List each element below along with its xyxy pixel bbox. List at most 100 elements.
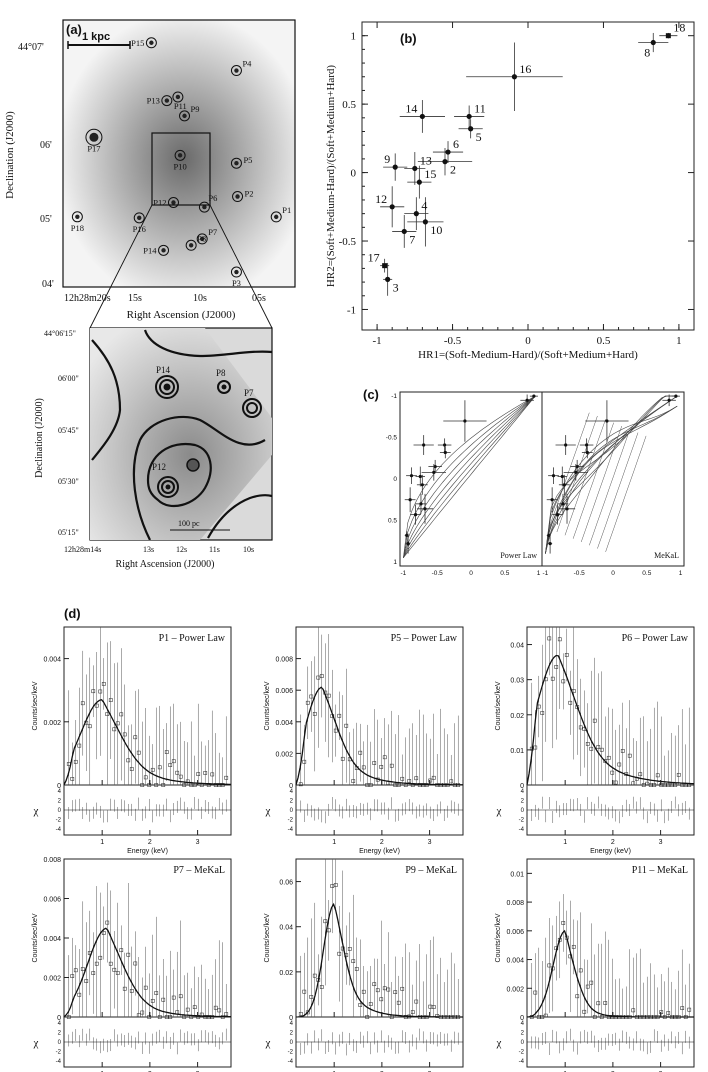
c-model-curve bbox=[545, 395, 678, 554]
c-model-curve bbox=[545, 395, 678, 554]
source-dot-p4 bbox=[234, 68, 239, 73]
spectrum-ytick-label: 0.002 bbox=[275, 751, 293, 758]
spectrum-bin bbox=[589, 746, 594, 751]
spectrum-bin bbox=[147, 1015, 152, 1019]
source-label-p5: P5 bbox=[243, 155, 252, 165]
spectrum-bin bbox=[585, 984, 590, 989]
resid-ytick-label: -4 bbox=[288, 827, 294, 833]
b-label-5: 5 bbox=[476, 130, 482, 144]
spectrum-bin bbox=[333, 728, 338, 733]
resid-ytick-label: -2 bbox=[56, 818, 62, 824]
source-label-p9: P9 bbox=[191, 104, 200, 114]
spectrum-bin bbox=[87, 724, 92, 729]
spectrum-bin bbox=[312, 973, 317, 978]
resid-ytick-label: 0 bbox=[58, 808, 62, 814]
b-label-3: 3 bbox=[393, 280, 399, 294]
spectrum-xlabel: Energy (keV) bbox=[590, 848, 631, 855]
c-point bbox=[525, 398, 529, 402]
spectrum-bin bbox=[326, 693, 331, 698]
spectrum-bin bbox=[140, 1010, 145, 1015]
spectrum-bin bbox=[631, 1008, 636, 1013]
resid-ytick-label: -2 bbox=[56, 1050, 62, 1056]
spectrum-ylabel: Counts/sec/keV bbox=[264, 681, 271, 730]
spectrum-bin bbox=[592, 1015, 597, 1019]
b-label-18: 18 bbox=[673, 21, 685, 35]
b-point-5 bbox=[468, 126, 474, 132]
zoom-ytick-2: 06'00" bbox=[58, 374, 79, 383]
spectrum-bin bbox=[687, 1007, 692, 1012]
c-point bbox=[560, 474, 564, 479]
spectrum-bin bbox=[449, 779, 454, 784]
resid-ytick-label: 0 bbox=[290, 1040, 294, 1046]
spectrum-bin bbox=[309, 694, 314, 699]
zoom-ytick-5: 05'15" bbox=[58, 528, 79, 537]
source-dot-p13 bbox=[164, 98, 170, 103]
spectrum-ytick-label: 0.02 bbox=[510, 713, 524, 720]
panel-d-label: (d) bbox=[64, 606, 81, 621]
spectrum-bin bbox=[673, 783, 678, 787]
spectrum-bin bbox=[168, 763, 173, 767]
spectrum-ytick-label: 0 bbox=[289, 1015, 293, 1022]
zoom-ytick-3: 05'45" bbox=[58, 426, 79, 435]
b-label-6: 6 bbox=[453, 137, 459, 151]
c-point bbox=[674, 394, 678, 398]
zoom-scale-label: 100 pc bbox=[178, 519, 200, 528]
spectrum-title: P9 – MeKaL bbox=[405, 865, 457, 876]
spectrum-bin bbox=[189, 783, 194, 787]
spectrum-bin bbox=[206, 1015, 211, 1019]
spectrum-bin bbox=[182, 783, 187, 787]
b-label-15: 15 bbox=[424, 167, 436, 181]
c-point bbox=[405, 533, 409, 537]
zoom-xtick-3: 12s bbox=[176, 545, 187, 554]
source-dot-p10 bbox=[177, 153, 183, 158]
spectrum-bin bbox=[568, 700, 573, 705]
spectrum-bin bbox=[323, 919, 328, 924]
c-point bbox=[423, 507, 427, 511]
spectrum-bin bbox=[547, 963, 552, 968]
spectrum-bin bbox=[119, 712, 124, 717]
zoom-source-p12-outer bbox=[157, 476, 179, 498]
zoom-label-p14: P14 bbox=[156, 365, 171, 375]
spectrum-bin bbox=[185, 1007, 190, 1012]
spectrum-bin bbox=[302, 759, 307, 764]
spectrum-main-frame bbox=[295, 626, 464, 786]
spectrum-bin bbox=[171, 759, 176, 764]
spectrum-bin bbox=[164, 1015, 169, 1019]
spectrum-ytick-label: 0.01 bbox=[510, 748, 524, 755]
spectrum-bin bbox=[669, 783, 674, 787]
contour-2 bbox=[143, 329, 273, 358]
source-circle-p1 bbox=[270, 211, 282, 223]
spectrum-bin bbox=[112, 727, 117, 732]
source-label-p12: P12 bbox=[153, 198, 166, 208]
c-xtick-label: 0 bbox=[611, 570, 615, 577]
spectrum-bin bbox=[84, 979, 89, 983]
spectrum-bin bbox=[557, 637, 562, 642]
spectrum-bin bbox=[421, 783, 426, 787]
spectrum-bin bbox=[585, 742, 590, 746]
spectrum-bin bbox=[435, 1014, 440, 1018]
spectrum-bin bbox=[340, 756, 345, 761]
c-point bbox=[432, 470, 436, 474]
spectrum-bin bbox=[150, 767, 155, 772]
resid-ytick-label: -2 bbox=[519, 818, 525, 824]
c-model-curve bbox=[403, 395, 536, 558]
b-point-13 bbox=[412, 165, 418, 172]
spectrum-bin bbox=[112, 967, 117, 972]
a-ytick-4: 04' bbox=[42, 279, 54, 290]
spectrum-main-frame bbox=[526, 626, 695, 786]
spectrum-bin bbox=[393, 783, 398, 787]
spectrum-bin bbox=[365, 783, 370, 787]
resid-ylabel: χ bbox=[33, 1037, 39, 1049]
spectrum-bin bbox=[309, 995, 314, 999]
spectrum-bin bbox=[361, 765, 366, 770]
source-label-p2: P2 bbox=[245, 189, 254, 199]
zoom-contours bbox=[91, 329, 273, 541]
b-point-16 bbox=[511, 74, 518, 80]
source-dot-p15 bbox=[149, 40, 154, 45]
zoom-xtick-4: 11s bbox=[209, 545, 220, 554]
spectrum-bin bbox=[154, 991, 159, 995]
spectrum-bin bbox=[533, 745, 538, 750]
spectrum-bin bbox=[108, 698, 113, 702]
